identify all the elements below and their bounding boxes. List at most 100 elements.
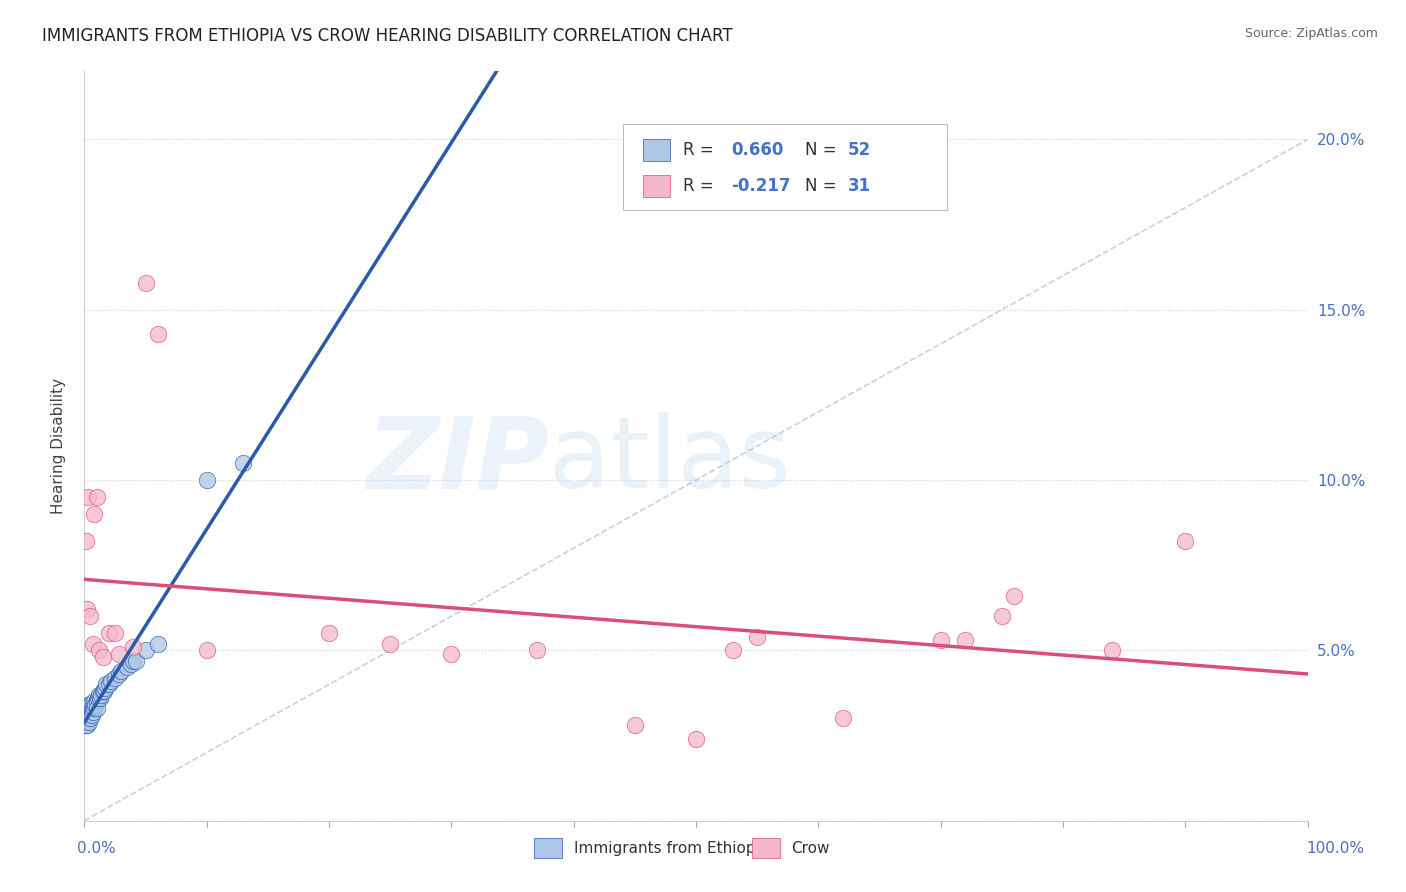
Text: atlas: atlas bbox=[550, 412, 790, 509]
Point bbox=[76, 602, 98, 616]
Point bbox=[929, 633, 952, 648]
Text: Crow: Crow bbox=[792, 841, 830, 855]
Point bbox=[86, 490, 108, 504]
Point bbox=[195, 473, 218, 487]
Text: ZIP: ZIP bbox=[366, 412, 550, 509]
Point bbox=[125, 654, 148, 668]
Point bbox=[75, 718, 97, 732]
Point bbox=[100, 673, 122, 688]
Point bbox=[110, 664, 132, 678]
Point bbox=[80, 708, 103, 723]
Point bbox=[86, 694, 108, 708]
Point bbox=[104, 626, 127, 640]
Point bbox=[747, 630, 769, 644]
Text: 52: 52 bbox=[848, 141, 870, 159]
Text: Immigrants from Ethiopia: Immigrants from Ethiopia bbox=[574, 841, 769, 855]
Point bbox=[440, 647, 463, 661]
Point bbox=[76, 701, 98, 715]
Point bbox=[122, 640, 145, 654]
Text: 0.660: 0.660 bbox=[731, 141, 783, 159]
Point bbox=[84, 698, 107, 712]
Point bbox=[721, 643, 744, 657]
FancyBboxPatch shape bbox=[644, 139, 671, 161]
Point bbox=[75, 708, 97, 723]
Point bbox=[86, 701, 108, 715]
Point bbox=[76, 708, 98, 723]
Point bbox=[79, 711, 101, 725]
Text: 100.0%: 100.0% bbox=[1306, 841, 1364, 855]
Text: R =: R = bbox=[682, 141, 718, 159]
Point bbox=[120, 657, 142, 671]
Point bbox=[318, 626, 340, 640]
Point bbox=[75, 711, 97, 725]
Point bbox=[685, 731, 707, 746]
FancyBboxPatch shape bbox=[623, 124, 946, 210]
Point bbox=[77, 714, 100, 729]
Point bbox=[135, 643, 157, 657]
Point bbox=[77, 701, 100, 715]
Point bbox=[75, 701, 97, 715]
Text: 31: 31 bbox=[848, 177, 870, 195]
FancyBboxPatch shape bbox=[644, 175, 671, 197]
Point bbox=[87, 691, 110, 706]
Point bbox=[75, 705, 97, 719]
Point bbox=[91, 684, 114, 698]
Point bbox=[87, 688, 110, 702]
Text: 0.0%: 0.0% bbox=[77, 841, 117, 855]
Point bbox=[76, 705, 98, 719]
Point bbox=[831, 711, 853, 725]
Point bbox=[953, 633, 976, 648]
Point bbox=[79, 705, 101, 719]
Point bbox=[79, 609, 101, 624]
Point bbox=[1174, 534, 1197, 549]
Point bbox=[135, 276, 157, 290]
Point bbox=[77, 708, 100, 723]
Point bbox=[87, 643, 110, 657]
Point bbox=[79, 698, 101, 712]
Point bbox=[122, 654, 145, 668]
Point bbox=[97, 677, 120, 691]
Point bbox=[77, 708, 100, 723]
Text: Source: ZipAtlas.com: Source: ZipAtlas.com bbox=[1244, 27, 1378, 40]
Text: IMMIGRANTS FROM ETHIOPIA VS CROW HEARING DISABILITY CORRELATION CHART: IMMIGRANTS FROM ETHIOPIA VS CROW HEARING… bbox=[42, 27, 733, 45]
Point bbox=[90, 688, 112, 702]
Point bbox=[89, 691, 111, 706]
Point bbox=[91, 650, 114, 665]
Point bbox=[83, 701, 105, 715]
Point bbox=[82, 698, 104, 712]
Point bbox=[93, 684, 115, 698]
Point bbox=[77, 490, 100, 504]
Point bbox=[146, 636, 169, 650]
Point bbox=[624, 718, 647, 732]
Point bbox=[76, 711, 98, 725]
Text: R =: R = bbox=[682, 177, 718, 195]
Point bbox=[104, 671, 127, 685]
Point bbox=[1002, 589, 1025, 603]
Point bbox=[75, 714, 97, 729]
Point bbox=[82, 705, 104, 719]
Point bbox=[115, 660, 138, 674]
Point bbox=[526, 643, 548, 657]
Point bbox=[107, 647, 129, 661]
Point bbox=[77, 705, 100, 719]
Point bbox=[97, 626, 120, 640]
Point bbox=[83, 507, 105, 521]
Point bbox=[77, 711, 100, 725]
Point bbox=[83, 694, 105, 708]
Text: N =: N = bbox=[804, 141, 842, 159]
Point bbox=[75, 534, 97, 549]
Point bbox=[76, 718, 98, 732]
Y-axis label: Hearing Disability: Hearing Disability bbox=[51, 378, 66, 514]
Point bbox=[82, 636, 104, 650]
Point bbox=[232, 456, 254, 470]
Point bbox=[991, 609, 1014, 624]
Point bbox=[1101, 643, 1123, 657]
Point bbox=[77, 701, 100, 715]
Text: N =: N = bbox=[804, 177, 842, 195]
Point bbox=[76, 698, 98, 712]
Point bbox=[146, 326, 169, 341]
Point bbox=[195, 643, 218, 657]
Point bbox=[80, 701, 103, 715]
Point bbox=[94, 681, 117, 695]
Point bbox=[96, 677, 118, 691]
